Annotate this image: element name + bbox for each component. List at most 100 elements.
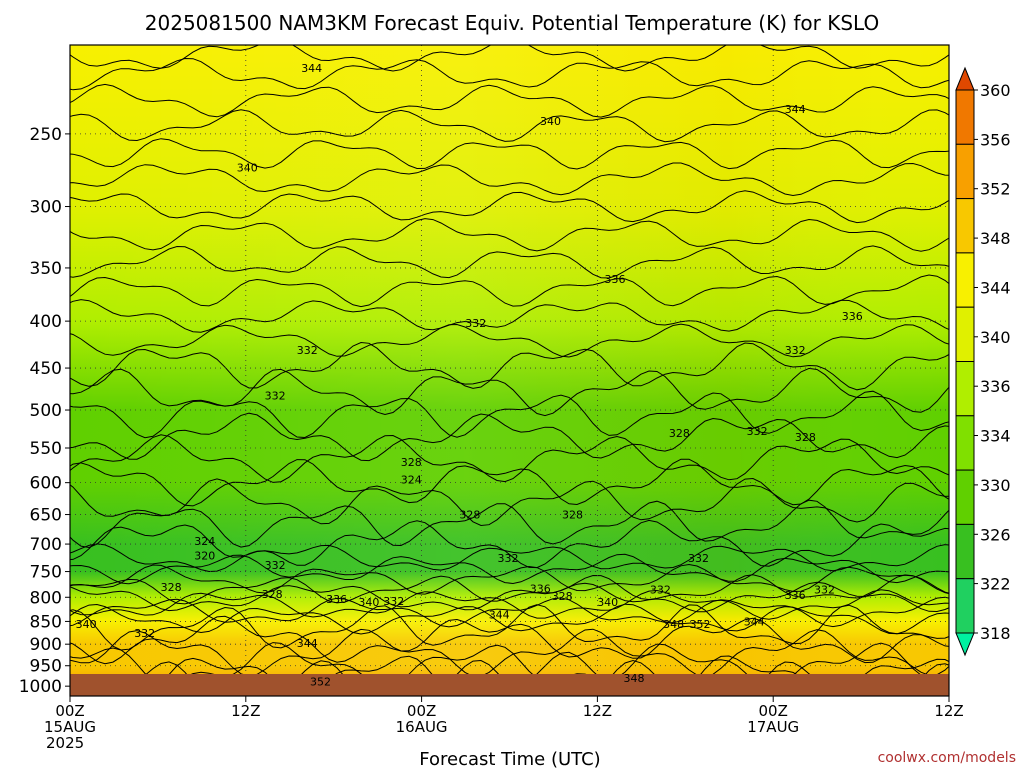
contour-line bbox=[70, 162, 949, 197]
contour-line bbox=[70, 519, 949, 569]
colorbar-segment bbox=[955, 252, 975, 308]
contour-label: 328 bbox=[795, 431, 816, 444]
contour-line bbox=[70, 563, 949, 595]
contour-line bbox=[70, 581, 949, 613]
colorbar-segment bbox=[955, 578, 975, 634]
y-tick-label: 500 bbox=[30, 401, 62, 421]
contour-label: 332 bbox=[814, 584, 835, 597]
contour-label: 348 bbox=[624, 672, 645, 685]
contour-line bbox=[70, 390, 949, 439]
y-tick-label: 350 bbox=[30, 259, 62, 279]
contour-lines bbox=[70, 45, 949, 696]
colorbar-label: 348 bbox=[980, 229, 1011, 248]
colorbar-label: 336 bbox=[980, 377, 1011, 396]
contour-label: 332 bbox=[498, 552, 519, 565]
contour-line bbox=[70, 543, 949, 573]
x-axis-label: Forecast Time (UTC) bbox=[419, 749, 600, 768]
y-axis: 250 300 350 400 450 500 550 600 650 700 750 800 850 9… bbox=[19, 125, 70, 697]
contour-label: 332 bbox=[785, 344, 806, 357]
contour-label: 336 bbox=[605, 273, 626, 286]
colorbar-top-arrow bbox=[955, 66, 975, 91]
contour-line bbox=[70, 604, 949, 651]
contour-line bbox=[70, 274, 949, 308]
contour-label: 328 bbox=[669, 427, 690, 440]
contour-line bbox=[70, 45, 949, 72]
contour-line bbox=[70, 341, 949, 391]
contour-label: 332 bbox=[688, 552, 709, 565]
contour-label: 340 bbox=[597, 596, 618, 609]
contour-label: 352 bbox=[310, 675, 331, 688]
contour-label: 344 bbox=[489, 608, 510, 621]
colorbar-label: 334 bbox=[980, 427, 1011, 446]
contour-label: 332 bbox=[297, 344, 318, 357]
contour-label: 332 bbox=[265, 389, 286, 402]
y-tick-label: 750 bbox=[30, 563, 62, 583]
contour-label: 332 bbox=[747, 425, 768, 438]
contour-label: 340 bbox=[237, 162, 258, 175]
contour-line bbox=[70, 499, 949, 549]
contour-label: 340 bbox=[540, 115, 561, 128]
y-tick-label: 300 bbox=[30, 198, 62, 218]
colorbar-segment bbox=[955, 361, 975, 417]
contour-label: 332 bbox=[465, 317, 486, 330]
plot-frame bbox=[69, 44, 950, 697]
x-tick-label: 12Z bbox=[583, 702, 612, 720]
contour-label: 328 bbox=[562, 509, 583, 522]
colorbar-label: 330 bbox=[980, 476, 1011, 495]
colorbar-label: 318 bbox=[980, 624, 1011, 643]
colorbar-segment bbox=[955, 198, 975, 254]
contour-line bbox=[70, 615, 949, 665]
y-tick-label: 400 bbox=[30, 312, 62, 332]
contour-label: 324 bbox=[194, 535, 215, 548]
y-tick-label: 600 bbox=[30, 474, 62, 494]
y-tick-label: 850 bbox=[30, 612, 62, 632]
contour-label: 340 bbox=[76, 618, 97, 631]
colorbar-segment bbox=[955, 415, 975, 471]
contour-line bbox=[70, 412, 949, 462]
contour-line bbox=[70, 323, 949, 358]
contour-label: 340 bbox=[358, 596, 379, 609]
contour-line bbox=[70, 218, 949, 252]
colorbar-segment bbox=[955, 469, 975, 525]
contour-label: 328 bbox=[161, 581, 182, 594]
x-tick-label: 00Z bbox=[407, 702, 436, 720]
credit-text: coolwx.com/models bbox=[878, 750, 1016, 766]
contour-label: 344 bbox=[297, 637, 318, 650]
contour-label: 332 bbox=[265, 559, 286, 572]
contour-line bbox=[70, 628, 949, 678]
colorbar-label: 340 bbox=[980, 328, 1011, 347]
contour-label: 328 bbox=[552, 590, 573, 603]
colorbar-label: 360 bbox=[980, 81, 1011, 100]
contour-label: 352 bbox=[690, 618, 711, 631]
contour-label: 344 bbox=[785, 103, 806, 116]
chart-title: 2025081500 NAM3KM Forecast Equiv. Potent… bbox=[145, 11, 879, 35]
colorbar-segment bbox=[955, 89, 975, 145]
colorbar-label: 356 bbox=[980, 130, 1011, 149]
contour-label: 332 bbox=[134, 627, 155, 640]
x-tick-label: 15AUG bbox=[44, 718, 96, 736]
contour-label: 344 bbox=[301, 62, 322, 75]
contour-label: 344 bbox=[744, 615, 765, 628]
contour-line bbox=[70, 553, 949, 585]
contour-label: 324 bbox=[401, 473, 422, 486]
y-tick-label: 450 bbox=[30, 359, 62, 379]
x-tick-label: 16AUG bbox=[396, 718, 448, 736]
contour-label: 336 bbox=[530, 583, 551, 596]
x-tick-label: 2025 bbox=[46, 734, 84, 752]
x-tick-label: 12Z bbox=[934, 702, 963, 720]
colorbar-label: 344 bbox=[980, 279, 1011, 298]
contour-line bbox=[70, 190, 949, 224]
contour-line bbox=[70, 109, 949, 143]
contour-line bbox=[70, 138, 949, 170]
contour-line bbox=[70, 367, 949, 417]
contour-label: 336 bbox=[785, 589, 806, 602]
contour-line bbox=[70, 83, 949, 118]
x-tick-label: 12Z bbox=[231, 702, 260, 720]
colorbar: 360 356 352 348 344 340 336 334 330 326 322 318 bbox=[955, 66, 1011, 657]
colorbar-label: 322 bbox=[980, 575, 1011, 594]
grid-lines bbox=[70, 45, 949, 696]
colorbar-segment bbox=[955, 143, 975, 200]
